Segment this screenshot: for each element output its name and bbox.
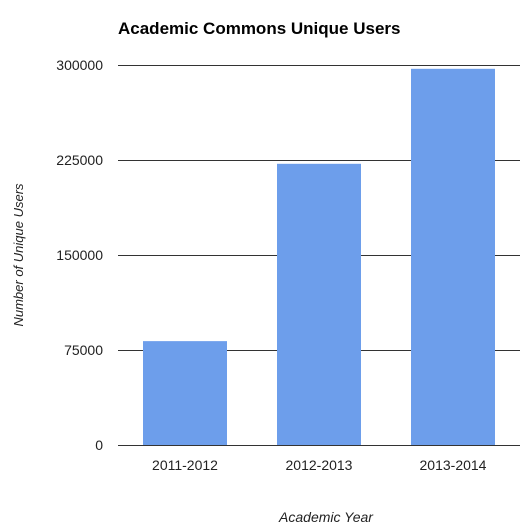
chart-title: Academic Commons Unique Users: [118, 19, 400, 38]
x-axis-label: Academic Year: [278, 509, 374, 525]
bars: [143, 68, 495, 446]
y-tick-label: 0: [95, 437, 103, 453]
x-tick-label: 2011-2012: [152, 457, 218, 473]
x-tick-label: 2013-2014: [420, 457, 487, 473]
bar-2013-2014: [411, 68, 495, 446]
y-tick-labels: 0 75000 150000 225000 300000: [56, 57, 103, 453]
y-tick-label: 75000: [64, 342, 103, 358]
y-tick-label: 150000: [56, 247, 103, 263]
x-tick-labels: 2011-2012 2012-2013 2013-2014: [152, 457, 487, 473]
bar-2011-2012: [143, 341, 227, 445]
y-axis-label: Number of Unique Users: [11, 183, 26, 327]
y-tick-label: 300000: [56, 57, 103, 73]
x-tick-label: 2012-2013: [286, 457, 353, 473]
y-tick-label: 225000: [56, 152, 103, 168]
bar-2012-2013: [277, 163, 361, 446]
